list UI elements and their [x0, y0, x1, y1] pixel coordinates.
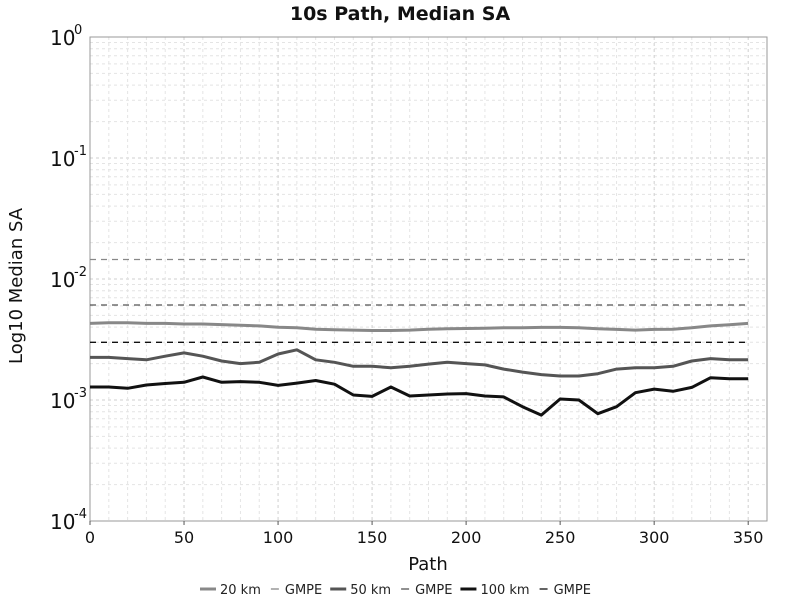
- y-tick-exponent: -4: [74, 507, 87, 522]
- x-tick-label: 200: [451, 528, 482, 547]
- y-tick-exponent: -1: [74, 144, 87, 159]
- legend-label-4: 100 km: [480, 583, 529, 598]
- y-tick-label: 10: [50, 389, 75, 413]
- y-tick-exponent: -2: [74, 265, 87, 280]
- y-tick-exponent: 0: [74, 23, 82, 38]
- x-axis-label: Path: [408, 554, 448, 575]
- chart-title: 10s Path, Median SA: [290, 3, 511, 25]
- y-tick-label: 10: [50, 147, 75, 171]
- y-axis-label: Log10 Median SA: [6, 207, 27, 364]
- x-tick-label: 0: [85, 528, 95, 547]
- series-line-4: [90, 375, 749, 417]
- x-tick-label: 150: [357, 528, 388, 547]
- legend: 20 km GMPE 50 km GMPE 100 km GMPE: [200, 583, 591, 598]
- x-tick-label: 50: [174, 528, 194, 547]
- x-axis-ticks: 0 50 100 150 200 250 300 350: [85, 521, 764, 547]
- series-line-2: [90, 348, 749, 378]
- legend-label-3: GMPE: [415, 583, 452, 598]
- series-line-0: [89, 321, 749, 332]
- y-tick-label: 10: [50, 26, 75, 50]
- x-tick-label: 350: [733, 528, 764, 547]
- legend-label-5: GMPE: [554, 583, 591, 598]
- y-tick-label: 10: [50, 268, 75, 292]
- x-tick-label: 300: [639, 528, 670, 547]
- x-tick-label: 250: [545, 528, 576, 547]
- y-tick-label: 10: [50, 510, 75, 534]
- plot-area: [89, 36, 768, 522]
- y-tick-exponent: -3: [74, 386, 87, 401]
- legend-label-2: 50 km: [350, 583, 391, 598]
- series-layer: [89, 258, 749, 417]
- legend-label-1: GMPE: [285, 583, 322, 598]
- x-tick-label: 100: [263, 528, 294, 547]
- grid: [90, 37, 767, 522]
- legend-label-0: 20 km: [220, 583, 261, 598]
